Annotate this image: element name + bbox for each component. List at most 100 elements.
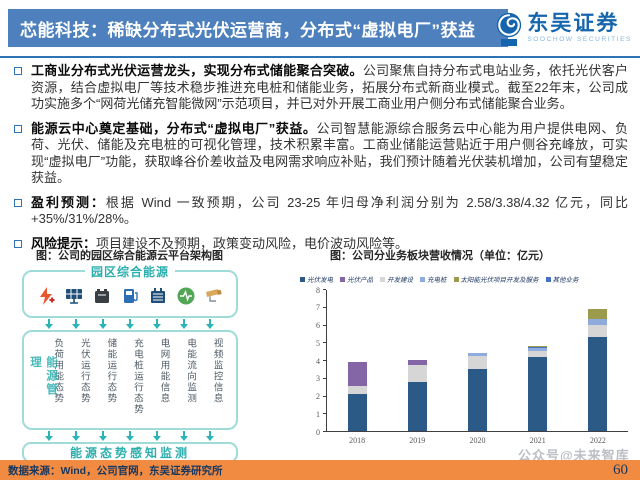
legend-item: 太阳能光伏项目开发及服务	[453, 274, 539, 284]
bullet-marker-icon	[14, 198, 22, 207]
y-axis-tick-label: 8	[316, 285, 320, 295]
y-axis-tick-label: 0	[316, 427, 320, 437]
bar-group: 2020	[447, 290, 507, 445]
bullet-body: 项目建设不及预期，政策变动风险，电价波动风险等。	[96, 235, 409, 251]
bar-group: 2018	[327, 290, 387, 445]
stacked-bar	[588, 309, 608, 431]
y-axis-tick-label: 7	[316, 303, 320, 313]
data-source: 数据来源：Wind，公司官网，东吴证券研究所	[8, 464, 223, 477]
bar-segment	[528, 345, 548, 347]
down-arrow-icon	[152, 431, 161, 441]
diagram-bottom-title: 能源态势感知监测	[69, 446, 190, 460]
diagram-middle-box: 能源管理 负荷用能态势 光伏运行态势 储能运行态势 充电桩运行态势 电网用能信息 电能流向…	[22, 330, 238, 430]
watermark: 公众号@未来智库	[518, 448, 630, 463]
legend-label: 太阳能光伏项目开发及服务	[460, 277, 539, 284]
y-axis-tick-mark	[323, 377, 326, 379]
legend-item: 其他业务	[545, 274, 579, 284]
meter-icon	[176, 286, 196, 306]
x-axis-tick-label: 2019	[409, 436, 426, 445]
page-number: 60	[613, 461, 628, 478]
diagram-column-label: 储能运行态势	[105, 338, 117, 404]
bullet-text: 盈利预测：根据 Wind 一致预期，公司 23-25 年归母净利润分别为 2.5…	[31, 195, 628, 228]
diagram-column-label: 充电桩运行态势	[131, 338, 143, 415]
bullet-item: 风险提示：项目建设不及预期，政策变动风险，电价波动风险等。	[14, 236, 628, 253]
camera-icon	[204, 286, 224, 306]
down-arrow-icon	[152, 319, 161, 329]
y-axis-tick-mark	[323, 324, 326, 326]
diagram-column-label: 电网用能信息	[158, 338, 170, 404]
bar-segment	[407, 382, 427, 431]
diagram-side-label: 能源管理	[29, 356, 57, 397]
y-axis-tick-label: 1	[316, 409, 320, 419]
bullet-text: 能源云中心奠定基础，分布式“虚拟电厂”获益。公司智慧能源综合服务云中心能为用户提…	[31, 121, 628, 187]
bullet-item: 能源云中心奠定基础，分布式“虚拟电厂”获益。公司智慧能源综合服务云中心能为用户提…	[14, 121, 628, 187]
y-axis-tick-mark	[323, 342, 326, 344]
bullet-marker-icon	[14, 124, 22, 133]
legend-label: 光伏产品	[347, 277, 373, 284]
diagram-arrows-bottom	[22, 430, 238, 442]
solar-panel-icon	[64, 286, 84, 306]
bar-segment	[588, 324, 608, 337]
legend-label: 充电桩	[427, 277, 447, 284]
y-axis-tick-label: 4	[316, 356, 320, 366]
bullet-lead: 风险提示：	[31, 235, 97, 251]
diagram-column-label: 视频监控信息	[211, 338, 223, 404]
y-axis-tick-mark	[323, 360, 326, 361]
revenue-bar-chart: 光伏发电 光伏产品 开发建设 充电桩 太阳能光伏项目开发及服务 其他业务 2018 2019…	[298, 266, 634, 460]
y-axis-tick-label: 5	[316, 338, 320, 348]
down-arrow-icon	[125, 431, 134, 441]
bullet-text: 工商业分布式光伏运营龙头，实现分布式储能聚合突破。公司聚焦自持分布式电站业务，依…	[31, 63, 628, 113]
page-title: 芯能科技：稀缺分布式光伏运营商，分布式“虚拟电厂”获益	[20, 20, 476, 40]
bar-segment	[528, 357, 548, 431]
brand-logo: 东吴证券 SOOCHOW SECURITIES	[496, 12, 632, 46]
bullet-body: 公司聚焦自持分布式电站业务，依托光伏客户资源，结合虚拟电厂等技术稳步推进充电桩和…	[31, 63, 628, 111]
legend-item: 光伏发电	[300, 274, 333, 284]
bar-group: 2022	[568, 290, 628, 445]
bullet-body: 根据 Wind 一致预期，公司 23-25 年归母净利润分别为 2.58/3.3…	[31, 194, 628, 227]
bar-segment	[468, 368, 487, 431]
bar-segment	[468, 355, 487, 369]
stacked-bar	[347, 361, 367, 431]
legend-item: 光伏产品	[340, 274, 373, 284]
bar-segment	[588, 336, 608, 431]
legend-swatch	[340, 276, 345, 282]
x-axis-tick-label: 2020	[469, 436, 486, 445]
down-arrow-icon	[99, 319, 108, 329]
bar-segment	[347, 385, 367, 394]
legend-swatch	[453, 276, 459, 282]
bullet-item: 工商业分布式光伏运营龙头，实现分布式储能聚合突破。公司聚焦自持分布式电站业务，依…	[14, 63, 628, 113]
stacked-bar	[407, 360, 427, 431]
y-axis-tick-mark	[323, 431, 326, 432]
down-arrow-icon	[72, 319, 81, 329]
diagram-icon-row	[24, 272, 236, 316]
legend-swatch	[420, 276, 425, 282]
down-arrow-icon	[72, 431, 81, 441]
diagram-caption: 图：公司的园区综合能源云平台架构图	[36, 250, 223, 262]
bullet-item: 盈利预测：根据 Wind 一致预期，公司 23-25 年归母净利润分别为 2.5…	[14, 195, 628, 228]
legend-item: 充电桩	[420, 274, 447, 284]
diagram-arrows-top	[22, 318, 238, 330]
x-axis-tick-label: 2018	[349, 436, 366, 445]
transformer-icon	[148, 286, 168, 306]
y-axis-tick-label: 2	[316, 392, 320, 401]
logo-badge	[501, 39, 518, 46]
legend-label: 开发建设	[387, 277, 413, 284]
bullet-body: 公司智慧能源综合服务云中心能为用户提供电网、负荷、光伏、储能及充电桩的可视化管理…	[31, 120, 628, 186]
stacked-bar	[468, 352, 487, 431]
down-arrow-icon	[99, 431, 108, 441]
legend-swatch	[545, 276, 551, 282]
chart-caption: 图：公司分业务板块营收情况（单位：亿元）	[330, 250, 550, 262]
lightning-icon	[36, 286, 56, 306]
y-axis-tick-mark	[323, 395, 326, 397]
diagram-column-label: 负荷用能态势	[52, 338, 64, 404]
legend-label: 光伏发电	[307, 277, 333, 284]
bar-segment	[347, 361, 367, 386]
header-divider	[0, 56, 640, 58]
legend-swatch	[380, 276, 385, 282]
diagram-column-label: 电能流向监测	[185, 338, 197, 404]
energy-platform-diagram: 园区综合能源 能源管理 负荷用能态势 光伏运行态势 储能运行态势 充电桩运行态势 电网用…	[22, 262, 238, 463]
ev-charger-icon	[120, 286, 140, 306]
y-axis-tick-mark	[323, 413, 326, 415]
diagram-top-box: 园区综合能源	[22, 263, 238, 318]
